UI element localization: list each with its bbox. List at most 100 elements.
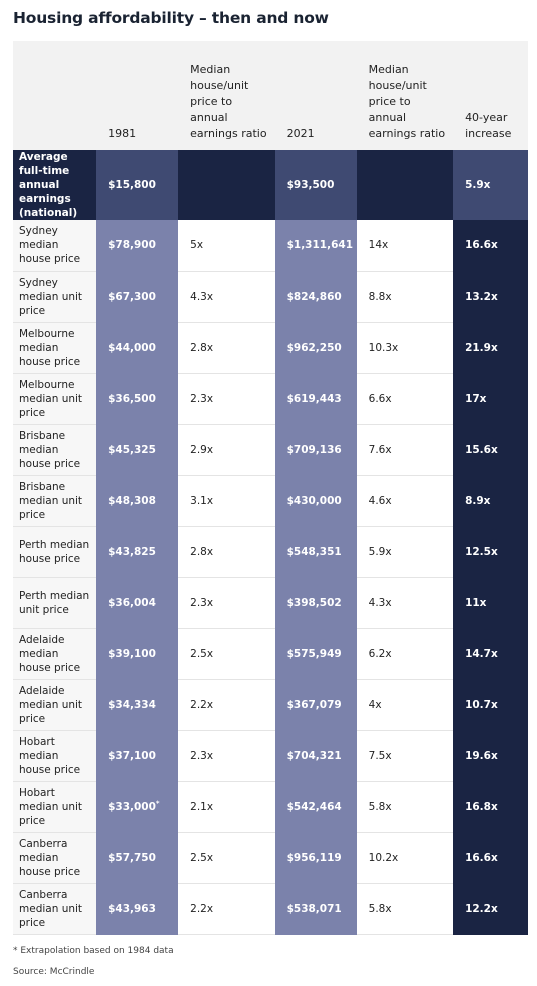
ratio-1981: 2.2x — [178, 679, 275, 731]
row-label-text: Perth median house price — [19, 538, 90, 565]
row-label-text: Hobart median house price — [19, 735, 81, 776]
value-1981: $67,300 — [96, 271, 179, 323]
value-1981-text: $33,000 — [108, 800, 156, 813]
ratio-2021-text: 5.9x — [368, 545, 392, 558]
value-1981-text: $48,308 — [108, 494, 156, 507]
increase-value-text: 17x — [465, 392, 487, 405]
ratio-2021: 6.2x — [356, 628, 454, 680]
row-label-text: Canberra median house price — [19, 837, 81, 878]
increase-value: 5.9x — [453, 150, 528, 220]
row-label: Melbourne median house price — [13, 322, 97, 374]
header-row: 1981 Median house/unit price to annual e… — [13, 41, 528, 150]
ratio-1981-text: 2.3x — [190, 392, 214, 405]
value-1981-text: $43,963 — [108, 902, 156, 915]
ratio-2021: 6.6x — [356, 373, 454, 425]
value-1981: $48,308 — [96, 475, 179, 527]
increase-value-text: 14.7x — [465, 647, 498, 660]
ratio-1981-text: 2.2x — [190, 698, 214, 711]
row-label: Sydney median unit price — [13, 271, 97, 323]
row-label-text: Sydney median unit price — [19, 276, 83, 317]
header-2021: 2021 — [274, 41, 357, 150]
increase-value-text: 16.8x — [465, 800, 498, 813]
ratio-2021 — [356, 150, 454, 220]
row-label: Hobart median unit price — [13, 781, 97, 833]
value-2021: $398,502 — [274, 577, 357, 629]
ratio-2021-text: 7.6x — [368, 443, 392, 456]
row-label: Sydney median house price — [13, 220, 97, 272]
increase-value-text: 21.9x — [465, 341, 498, 354]
ratio-1981-text: 5x — [190, 239, 204, 252]
ratio-1981: 2.9x — [178, 424, 275, 476]
value-2021-text: $824,860 — [286, 290, 342, 303]
value-1981-text: $45,325 — [108, 443, 156, 456]
ratio-1981: 3.1x — [178, 475, 275, 527]
value-1981-text: $37,100 — [108, 749, 156, 762]
increase-value: 16.6x — [453, 220, 528, 272]
affordability-table: 1981 Median house/unit price to annual e… — [13, 41, 528, 935]
ratio-1981-text: 2.5x — [190, 851, 214, 864]
increase-value: 16.6x — [453, 832, 528, 884]
value-2021-text: $619,443 — [286, 392, 342, 405]
ratio-2021: 10.3x — [356, 322, 454, 374]
value-1981: $36,500 — [96, 373, 179, 425]
table-row: Sydney median house price $78,900 5x $1,311… — [13, 220, 528, 272]
table-row: Hobart median house price $37,100 2.3x $704… — [13, 730, 528, 782]
ratio-2021: 8.8x — [356, 271, 454, 323]
value-1981-text: $36,004 — [108, 596, 156, 609]
row-label: Average full-time annual earnings (natio… — [13, 150, 97, 220]
value-2021-text: $538,071 — [286, 902, 342, 915]
row-label-text: Brisbane median unit price — [19, 480, 83, 521]
ratio-1981-text: 2.8x — [190, 545, 214, 558]
value-2021-text: $430,000 — [286, 494, 342, 507]
ratio-2021-text: 14x — [368, 239, 389, 252]
increase-value-text: 15.6x — [465, 443, 498, 456]
ratio-1981: 2.1x — [178, 781, 275, 833]
ratio-1981: 4.3x — [178, 271, 275, 323]
value-2021: $93,500 — [274, 150, 357, 220]
value-1981: $45,325 — [96, 424, 179, 476]
ratio-1981: 2.3x — [178, 577, 275, 629]
increase-value: 21.9x — [453, 322, 528, 374]
value-1981-text: $57,750 — [108, 851, 156, 864]
ratio-2021-text: 6.6x — [368, 392, 392, 405]
table-row: Brisbane median unit price $48,308 3.1x $43… — [13, 475, 528, 527]
ratio-1981: 2.2x — [178, 883, 275, 935]
table-row: Hobart median unit price $33,000* 2.1x $542… — [13, 781, 528, 833]
table-row: Adelaide median unit price $34,334 2.2x $36… — [13, 679, 528, 731]
ratio-1981-text: 2.2x — [190, 902, 214, 915]
ratio-1981: 2.8x — [178, 322, 275, 374]
footnote-mark: * — [155, 799, 160, 807]
value-1981: $43,963 — [96, 883, 179, 935]
increase-value: 14.7x — [453, 628, 528, 680]
value-2021-text: $709,136 — [286, 443, 342, 456]
increase-value-text: 12.5x — [465, 545, 498, 558]
row-label: Perth median house price — [13, 526, 97, 578]
value-1981-text: $34,334 — [108, 698, 156, 711]
table-row: Melbourne median unit price $36,500 2.3x $6… — [13, 373, 528, 425]
value-1981: $43,825 — [96, 526, 179, 578]
ratio-2021-text: 10.3x — [368, 341, 399, 354]
ratio-1981-text: 2.1x — [190, 800, 214, 813]
value-1981-text: $36,500 — [108, 392, 156, 405]
row-label-text: Melbourne median house price — [19, 327, 81, 368]
value-1981: $44,000 — [96, 322, 179, 374]
value-2021-text: $704,321 — [286, 749, 342, 762]
value-2021: $538,071 — [274, 883, 357, 935]
value-2021-text: $398,502 — [286, 596, 342, 609]
ratio-2021-text: 4.6x — [368, 494, 392, 507]
increase-value-text: 12.2x — [465, 902, 498, 915]
ratio-1981: 2.5x — [178, 628, 275, 680]
value-1981-text: $43,825 — [108, 545, 156, 558]
table-row: Sydney median unit price $67,300 4.3x $824,… — [13, 271, 528, 323]
increase-value: 12.2x — [453, 883, 528, 935]
ratio-2021: 14x — [356, 220, 454, 272]
header-1981: 1981 — [96, 41, 179, 150]
row-label: Canberra median house price — [13, 832, 97, 884]
ratio-2021-text: 5.8x — [368, 800, 392, 813]
ratio-2021-text: 5.8x — [368, 902, 392, 915]
increase-value-text: 16.6x — [465, 239, 498, 252]
increase-value: 16.8x — [453, 781, 528, 833]
ratio-1981-text: 4.3x — [190, 290, 214, 303]
increase-value: 8.9x — [453, 475, 528, 527]
value-1981: $36,004 — [96, 577, 179, 629]
